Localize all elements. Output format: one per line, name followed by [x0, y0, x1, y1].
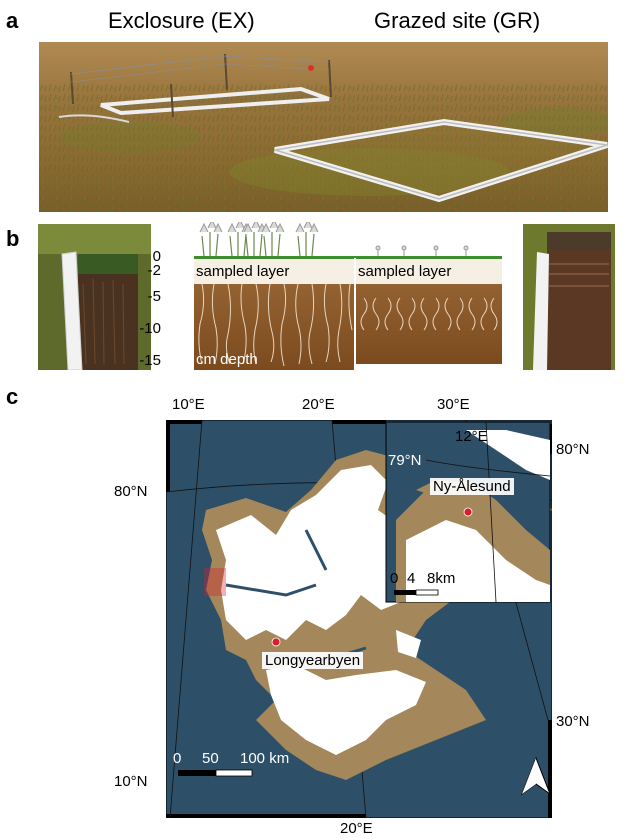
soil-core-photo-exclosure [38, 224, 151, 370]
inset-map [385, 421, 551, 603]
ny-alesund-marker [463, 507, 473, 517]
longyearbyen-marker [271, 637, 281, 647]
depth-tick-0: 0 [152, 248, 161, 265]
grazed-sampled-layer [356, 258, 502, 284]
scalebar-black [178, 770, 216, 776]
lon-label-bottom-20e: 20°E [340, 820, 373, 837]
inset-scale-8km: 8km [427, 570, 456, 587]
grazed-moss-layer [356, 256, 502, 259]
inset-scale-0: 0 [390, 570, 399, 587]
soil-profile-schematic [194, 222, 516, 370]
ny-alesund-label: Ny-Ålesund [430, 478, 514, 495]
exclosure-sampled-layer [194, 258, 356, 284]
grazed-sampled-layer-label: sampled layer [358, 263, 452, 280]
inset-scale-4: 4 [407, 570, 416, 587]
north-arrow-icon [520, 756, 552, 796]
lon-label-20e: 20°E [302, 396, 335, 413]
exclosure-roots [198, 283, 353, 367]
lat-label-left-80n: 80°N [114, 483, 148, 500]
study-area-highlight [204, 568, 226, 596]
lon-label-30e: 30°E [437, 396, 470, 413]
depth-tick-5: -5 [147, 288, 161, 305]
scalebar-white [215, 769, 253, 777]
depth-tick-15: -15 [139, 352, 161, 369]
exclosure-moss-layer [194, 256, 356, 259]
scale-100km: 100 km [240, 750, 290, 767]
panel-a-letter: a [6, 8, 19, 33]
depth-tick-2: -2 [147, 262, 161, 279]
lat-label-left-10n: 10°N [114, 773, 148, 790]
scale-50: 50 [202, 750, 219, 767]
lat-label-right-30n: 30°N [556, 713, 590, 730]
inset-lon-label: 12°E [455, 428, 488, 445]
exclosure-sampled-layer-label: sampled layer [196, 263, 290, 280]
panel-b-letter: b [6, 226, 20, 251]
lat-label-right-80n: 80°N [556, 441, 590, 458]
depth-tick-10: -10 [139, 320, 161, 337]
grazed-roots [360, 297, 498, 331]
field-photo [39, 42, 608, 212]
grazed-plants [375, 245, 469, 256]
scale-0: 0 [173, 750, 182, 767]
exclosure-title: Exclosure (EX) [108, 8, 255, 33]
soil-core-photo-grazed [523, 224, 615, 370]
grazed-site-title: Grazed site (GR) [374, 8, 541, 33]
lon-label-10e: 10°E [172, 396, 205, 413]
exclosure-plants [199, 222, 319, 257]
panel-c-letter: c [6, 384, 19, 409]
depth-unit-label: cm depth [196, 351, 258, 368]
longyearbyen-label: Longyearbyen [262, 652, 364, 669]
inset-lat-label: 79°N [388, 452, 422, 469]
